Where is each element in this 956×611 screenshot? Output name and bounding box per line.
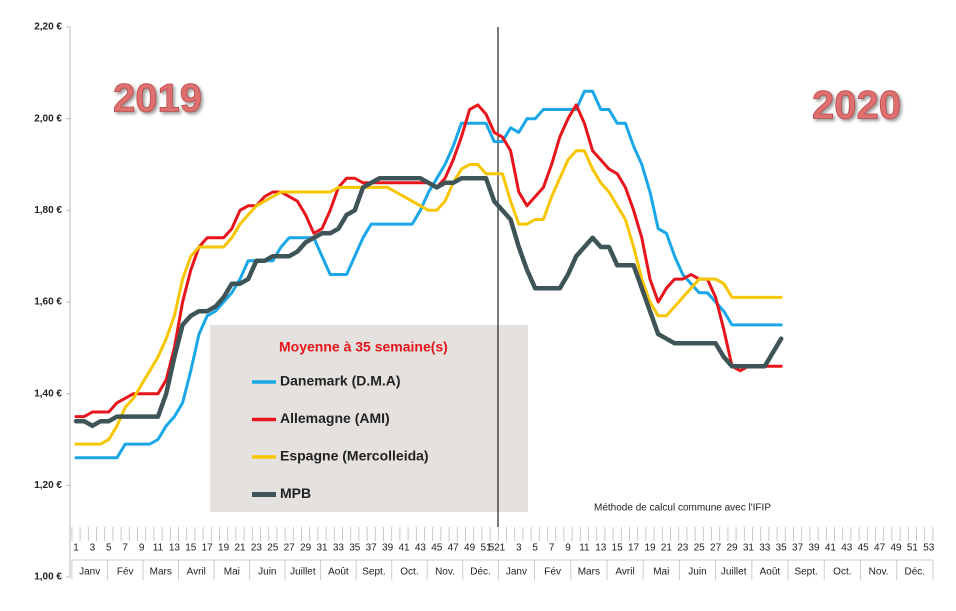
x-tick-label: 49 bbox=[890, 543, 902, 554]
y-tick-label: 1,60 € bbox=[34, 297, 62, 308]
month-label: Août bbox=[760, 567, 781, 578]
y-tick-label: 1,80 € bbox=[34, 205, 62, 216]
x-tick-label: 1 bbox=[73, 543, 79, 554]
month-label: Janv bbox=[79, 567, 100, 578]
x-tick-label: 9 bbox=[139, 543, 145, 554]
month-label: Juin bbox=[688, 567, 706, 578]
month-label: Juin bbox=[258, 567, 276, 578]
x-tick-label: 47 bbox=[874, 543, 886, 554]
x-tick-label: 13 bbox=[169, 543, 181, 554]
year-label: 2019 bbox=[113, 77, 202, 121]
legend-label: Danemark (D.M.A) bbox=[280, 373, 401, 389]
month-label: Déc. bbox=[905, 567, 926, 578]
x-tick-label: 51 bbox=[907, 543, 919, 554]
x-tick-label: 15 bbox=[185, 543, 197, 554]
y-tick-label: 1,20 € bbox=[34, 480, 62, 491]
x-tick-label: 17 bbox=[628, 543, 640, 554]
month-label: Sept. bbox=[362, 567, 385, 578]
x-tick-label: 17 bbox=[202, 543, 214, 554]
x-tick-label: 35 bbox=[776, 543, 788, 554]
x-tick-label: 37 bbox=[792, 543, 804, 554]
x-tick-label: 15 bbox=[612, 543, 624, 554]
x-tick-label: 43 bbox=[415, 543, 427, 554]
x-tick-label: 3 bbox=[90, 543, 96, 554]
x-tick-label: 23 bbox=[251, 543, 263, 554]
month-label: Avril bbox=[187, 567, 206, 578]
x-tick-label: 7 bbox=[549, 543, 555, 554]
x-tick-label: 43 bbox=[841, 543, 853, 554]
x-tick-label: 9 bbox=[565, 543, 571, 554]
y-tick-label: 2,00 € bbox=[34, 113, 62, 124]
x-tick-label: 23 bbox=[677, 543, 689, 554]
x-tick-label: 1 bbox=[500, 543, 506, 554]
y-tick-label: 2,20 € bbox=[34, 22, 62, 33]
month-label: Juillet bbox=[721, 567, 747, 578]
x-tick-label: 27 bbox=[284, 543, 296, 554]
series-line bbox=[74, 89, 783, 460]
x-tick-label: 19 bbox=[218, 543, 230, 554]
x-tick-label: 33 bbox=[759, 543, 771, 554]
x-tick-label: 33 bbox=[333, 543, 345, 554]
x-tick-label: 51 bbox=[480, 543, 492, 554]
x-tick-label: 5 bbox=[532, 543, 538, 554]
x-tick-label: 29 bbox=[300, 543, 312, 554]
x-tick-label: 21 bbox=[661, 543, 673, 554]
month-label: Janv bbox=[506, 567, 527, 578]
legend-label: MPB bbox=[280, 485, 311, 501]
x-tick-label: 19 bbox=[644, 543, 656, 554]
x-tick-label: 11 bbox=[579, 543, 590, 554]
legend-title: Moyenne à 35 semaine(s) bbox=[279, 339, 448, 355]
month-label: Mai bbox=[224, 567, 240, 578]
x-tick-label: 25 bbox=[267, 543, 279, 554]
month-label: Fév bbox=[117, 567, 134, 578]
x-tick-label: 13 bbox=[595, 543, 607, 554]
month-label: Déc. bbox=[470, 567, 491, 578]
month-label: Mars bbox=[150, 567, 172, 578]
x-tick-label: 47 bbox=[448, 543, 460, 554]
x-tick-label: 21 bbox=[234, 543, 246, 554]
x-tick-label: 41 bbox=[398, 543, 410, 554]
x-tick-label: 11 bbox=[153, 543, 164, 554]
x-tick-label: 29 bbox=[726, 543, 738, 554]
month-label: Oct. bbox=[833, 567, 851, 578]
series-line bbox=[73, 176, 784, 429]
legend-label: Allemagne (AMI) bbox=[280, 410, 390, 426]
x-tick-label: 31 bbox=[316, 543, 328, 554]
month-label: Août bbox=[328, 567, 349, 578]
legend-label: Espagne (Mercolleida) bbox=[280, 448, 429, 464]
x-tick-label: 45 bbox=[858, 543, 870, 554]
x-tick-label: 3 bbox=[516, 543, 522, 554]
x-tick-label: 27 bbox=[710, 543, 722, 554]
month-label: Mars bbox=[578, 567, 600, 578]
month-label: Avril bbox=[615, 567, 634, 578]
month-label: Juillet bbox=[290, 567, 316, 578]
x-tick-label: 39 bbox=[382, 543, 394, 554]
month-label: Nov. bbox=[869, 567, 889, 578]
month-label: Fév bbox=[544, 567, 561, 578]
year-label: 2020 bbox=[812, 84, 901, 128]
series-line bbox=[74, 149, 783, 446]
x-tick-label: 31 bbox=[743, 543, 755, 554]
x-tick-label: 45 bbox=[431, 543, 443, 554]
y-tick-label: 1,40 € bbox=[34, 388, 62, 399]
month-label: Mai bbox=[653, 567, 669, 578]
x-tick-label: 39 bbox=[808, 543, 820, 554]
x-tick-label: 53 bbox=[923, 543, 935, 554]
x-tick-label: 41 bbox=[825, 543, 837, 554]
x-tick-label: 49 bbox=[464, 543, 476, 554]
x-tick-label: 25 bbox=[694, 543, 706, 554]
x-tick-label: 35 bbox=[349, 543, 361, 554]
method-note: Méthode de calcul commune avec l'IFIP bbox=[594, 503, 771, 514]
x-tick-label: 37 bbox=[366, 543, 378, 554]
month-label: Oct. bbox=[400, 567, 418, 578]
x-tick-label: 52 bbox=[489, 543, 501, 554]
x-tick-label: 5 bbox=[106, 543, 112, 554]
month-label: Nov. bbox=[435, 567, 455, 578]
y-tick-label: 1,00 € bbox=[34, 572, 62, 583]
x-tick-label: 7 bbox=[122, 543, 128, 554]
month-label: Sept. bbox=[794, 567, 817, 578]
